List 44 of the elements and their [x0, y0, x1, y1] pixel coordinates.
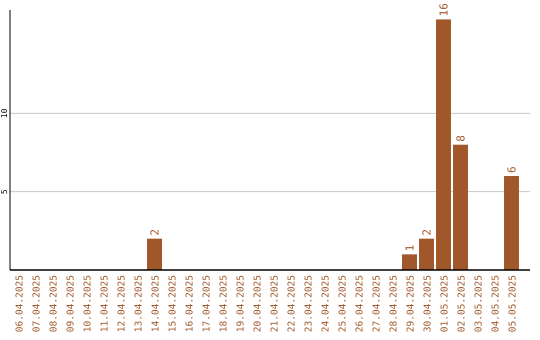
- data-label: 1: [404, 244, 416, 252]
- x-tick-label: 20.04.2025: [252, 275, 264, 332]
- x-tick-label: 29.04.2025: [406, 275, 416, 332]
- bar: [504, 176, 519, 270]
- bar: [419, 238, 434, 270]
- x-tick-label: 01.05.2025: [440, 275, 450, 332]
- data-label: 2: [420, 229, 434, 236]
- x-tick-label: 13.04.2025: [134, 275, 144, 332]
- x-tick-label: 08.04.2025: [48, 275, 60, 332]
- bar: [147, 238, 162, 270]
- x-tick-label: 30.04.2025: [422, 275, 434, 332]
- data-label: 2: [148, 229, 162, 236]
- bar: [402, 254, 417, 270]
- y-tick-label: 10: [0, 108, 9, 118]
- bar: [453, 144, 468, 270]
- data-label: 16: [438, 3, 450, 16]
- x-tick-label: 25.04.2025: [338, 275, 348, 332]
- x-tick-label: 09.04.2025: [66, 275, 76, 332]
- x-tick-label: 21.04.2025: [270, 275, 280, 332]
- x-tick-label: 02.05.2025: [456, 275, 468, 332]
- x-tick-label: 24.04.2025: [320, 275, 332, 332]
- x-tick-label: 05.05.2025: [508, 275, 518, 332]
- x-tick-label: 03.05.2025: [474, 275, 484, 332]
- x-tick-label: 07.04.2025: [32, 275, 42, 332]
- x-tick-label: 16.04.2025: [184, 275, 196, 332]
- x-tick-label: 23.04.2025: [304, 275, 314, 332]
- x-tick-label: 04.05.2025: [490, 275, 502, 332]
- x-tick-label: 15.04.2025: [168, 275, 178, 332]
- x-tick-label: 26.04.2025: [354, 275, 366, 332]
- x-tick-label: 11.04.2025: [100, 275, 110, 332]
- x-tick-label: 06.04.2025: [14, 275, 26, 332]
- data-label: 8: [454, 135, 468, 142]
- bar: [436, 19, 451, 270]
- x-tick-label: 18.04.2025: [218, 275, 230, 332]
- x-tick-label: 28.04.2025: [388, 275, 400, 332]
- x-tick-label: 10.04.2025: [82, 275, 94, 332]
- x-tick-label: 19.04.2025: [236, 275, 246, 332]
- x-tick-label: 22.04.2025: [286, 275, 298, 332]
- x-tick-label: 17.04.2025: [202, 275, 212, 332]
- data-label: 6: [506, 166, 518, 174]
- x-tick-label: 14.04.2025: [150, 275, 162, 332]
- y-tick-label: 5: [0, 189, 9, 194]
- x-tick-label: 12.04.2025: [116, 275, 128, 332]
- x-tick-label: 27.04.2025: [372, 275, 382, 332]
